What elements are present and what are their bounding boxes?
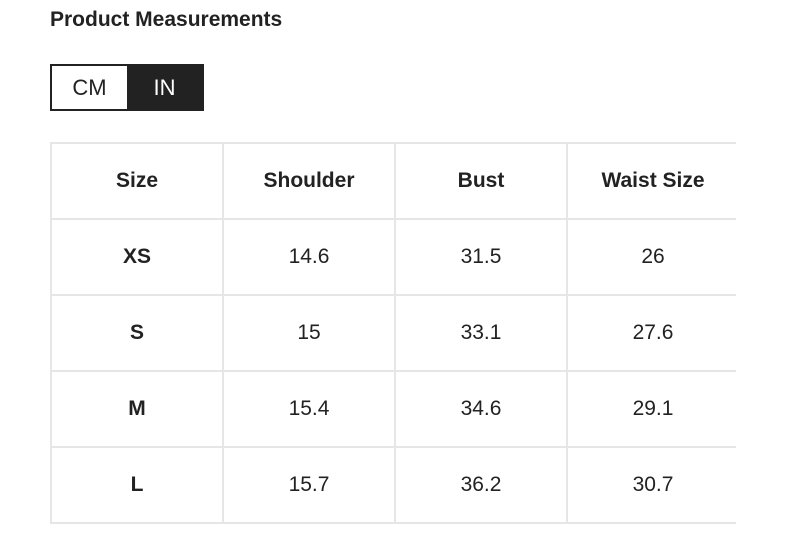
header-shoulder: Shoulder (222, 142, 396, 220)
cell-size: S (50, 294, 224, 372)
table-row: S 15 33.1 27.6 (50, 294, 736, 372)
cell-bust: 31.5 (394, 218, 568, 296)
size-table: Size Shoulder Bust Waist Size XS 14.6 31.5… (50, 142, 736, 524)
unit-option-in[interactable]: IN (127, 66, 202, 109)
header-waist-size: Waist Size (566, 142, 736, 220)
header-size: Size (50, 142, 224, 220)
unit-option-cm[interactable]: CM (52, 66, 127, 109)
cell-bust: 36.2 (394, 446, 568, 524)
table-row: XS 14.6 31.5 26 (50, 218, 736, 296)
cell-bust: 33.1 (394, 294, 568, 372)
cell-shoulder: 15 (222, 294, 396, 372)
unit-toggle[interactable]: CM IN (50, 64, 204, 111)
cell-size: L (50, 446, 224, 524)
table-row: M 15.4 34.6 29.1 (50, 370, 736, 448)
cell-shoulder: 15.4 (222, 370, 396, 448)
cell-waist-size: 30.7 (566, 446, 736, 524)
cell-size: XS (50, 218, 224, 296)
cell-size: M (50, 370, 224, 448)
size-table-container: Size Shoulder Bust Waist Size XS 14.6 31.5… (50, 142, 736, 542)
cell-waist-size: 27.6 (566, 294, 736, 372)
page-title: Product Measurements (50, 8, 283, 31)
cell-bust: 34.6 (394, 370, 568, 448)
header-bust: Bust (394, 142, 568, 220)
table-row: L 15.7 36.2 30.7 (50, 446, 736, 524)
table-header-row: Size Shoulder Bust Waist Size (50, 142, 736, 220)
cell-shoulder: 15.7 (222, 446, 396, 524)
cell-shoulder: 14.6 (222, 218, 396, 296)
cell-waist-size: 29.1 (566, 370, 736, 448)
cell-waist-size: 26 (566, 218, 736, 296)
